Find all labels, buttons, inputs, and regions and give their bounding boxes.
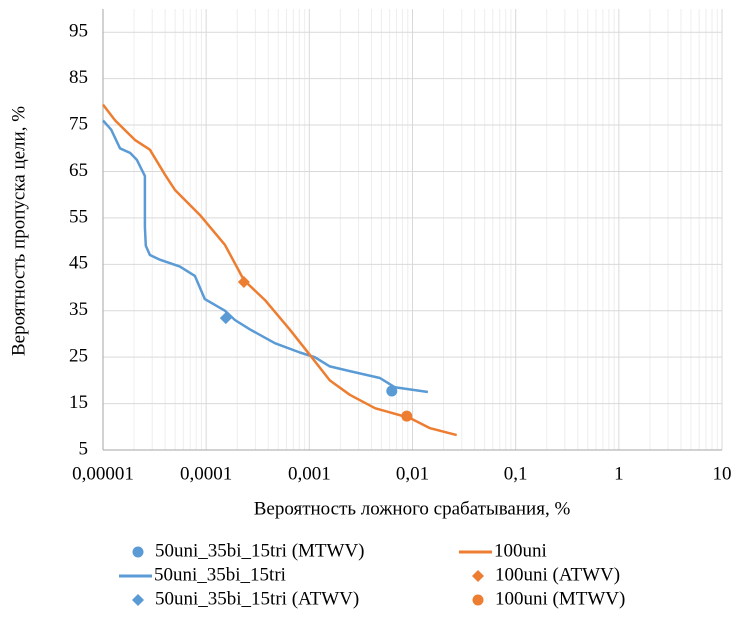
y-axis-label: Вероятность пропуска цели, % xyxy=(8,106,29,356)
point xyxy=(401,410,413,422)
series-line xyxy=(102,119,429,394)
legend-label: 50uni_35bi_15tri xyxy=(154,564,286,585)
x-tick-label: 0,00001 xyxy=(72,463,134,484)
x-tick-label: 10 xyxy=(713,463,732,484)
legend-label: 50uni_35bi_15tri (ATWV) xyxy=(155,588,359,609)
series-line xyxy=(102,103,458,437)
y-tick-label: 85 xyxy=(69,67,88,88)
y-tick-label: 45 xyxy=(69,253,88,274)
y-tick-label: 5 xyxy=(79,438,89,459)
x-axis-label: Вероятность ложного срабатывания, % xyxy=(254,498,571,519)
legend-label: 100uni (MTWV) xyxy=(495,588,625,609)
legend-symbol xyxy=(132,546,144,558)
y-tick-label: 55 xyxy=(69,206,88,227)
legend-label: 100uni xyxy=(494,540,547,561)
x-tick-label: 0,001 xyxy=(288,463,331,484)
x-tick-label: 0,1 xyxy=(504,463,528,484)
legend-symbol xyxy=(472,570,484,582)
y-tick-label: 65 xyxy=(69,160,88,181)
y-tick-label: 95 xyxy=(69,21,88,42)
y-tick-label: 25 xyxy=(69,346,88,367)
y-tick-label: 75 xyxy=(69,113,88,134)
legend-symbol xyxy=(472,594,484,606)
y-tick-label: 15 xyxy=(69,392,88,413)
legend-symbol xyxy=(132,594,144,606)
point xyxy=(219,312,232,325)
x-tick-label: 0,0001 xyxy=(180,463,232,484)
legend-label: 50uni_35bi_15tri (MTWV) xyxy=(155,540,365,561)
point xyxy=(386,385,398,397)
point xyxy=(237,275,250,288)
x-tick-label: 0,01 xyxy=(396,463,429,484)
x-tick-label: 1 xyxy=(614,463,624,484)
legend-label: 100uni (ATWV) xyxy=(495,564,620,585)
y-tick-label: 35 xyxy=(69,299,88,320)
